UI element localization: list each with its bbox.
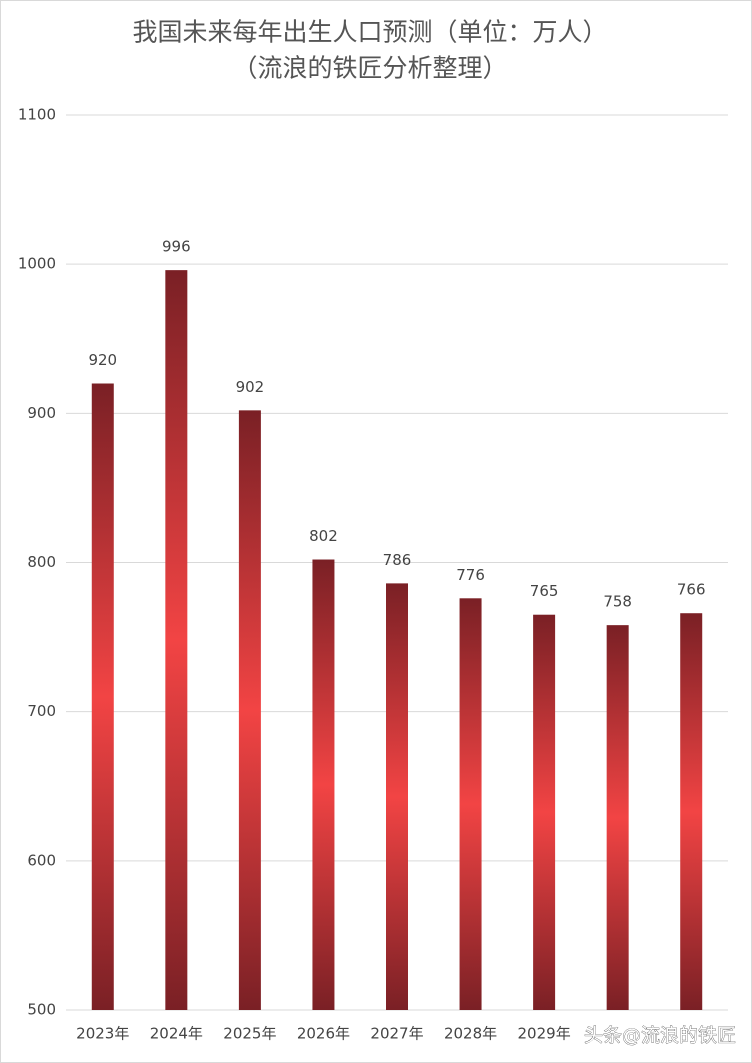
bar (165, 270, 188, 1011)
bar (533, 614, 556, 1010)
data-label: 920 (88, 351, 117, 369)
bar (91, 383, 114, 1010)
x-tick-label: 2026年 (297, 1025, 350, 1043)
x-tick-label: 2024年 (150, 1025, 203, 1043)
bar (386, 583, 408, 1010)
bar (606, 625, 629, 1010)
y-tick-label: 600 (27, 851, 56, 869)
y-tick-label: 1000 (18, 255, 56, 273)
data-label: 786 (383, 551, 412, 569)
y-tick-label: 700 (27, 702, 56, 720)
data-label: 902 (236, 378, 265, 396)
chart-subtitle: （流浪的铁匠分析整理） (232, 54, 507, 83)
data-label: 996 (162, 238, 191, 256)
x-tick-label: 2028年 (444, 1025, 497, 1043)
bar (238, 410, 261, 1011)
data-label: 765 (530, 582, 559, 600)
y-tick-label: 800 (27, 553, 56, 571)
y-tick-label: 900 (27, 404, 56, 422)
y-tick-label: 1100 (18, 106, 56, 124)
watermark: 头条@流浪的铁匠 (584, 1025, 736, 1047)
data-label: 802 (309, 527, 338, 545)
bar (680, 613, 703, 1010)
x-tick-label: 2029年 (518, 1025, 571, 1043)
x-tick-label: 2025年 (223, 1025, 276, 1043)
data-label: 766 (677, 581, 706, 599)
x-tick-label: 2027年 (370, 1025, 423, 1043)
data-label: 758 (603, 593, 632, 611)
bar (312, 559, 335, 1010)
bar (459, 598, 482, 1010)
x-tick-label: 2023年 (76, 1025, 129, 1043)
chart-title: 我国未来每年出生人口预测（单位：万人） (132, 18, 607, 47)
y-tick-label: 500 (27, 1001, 56, 1019)
data-label: 776 (456, 566, 485, 584)
